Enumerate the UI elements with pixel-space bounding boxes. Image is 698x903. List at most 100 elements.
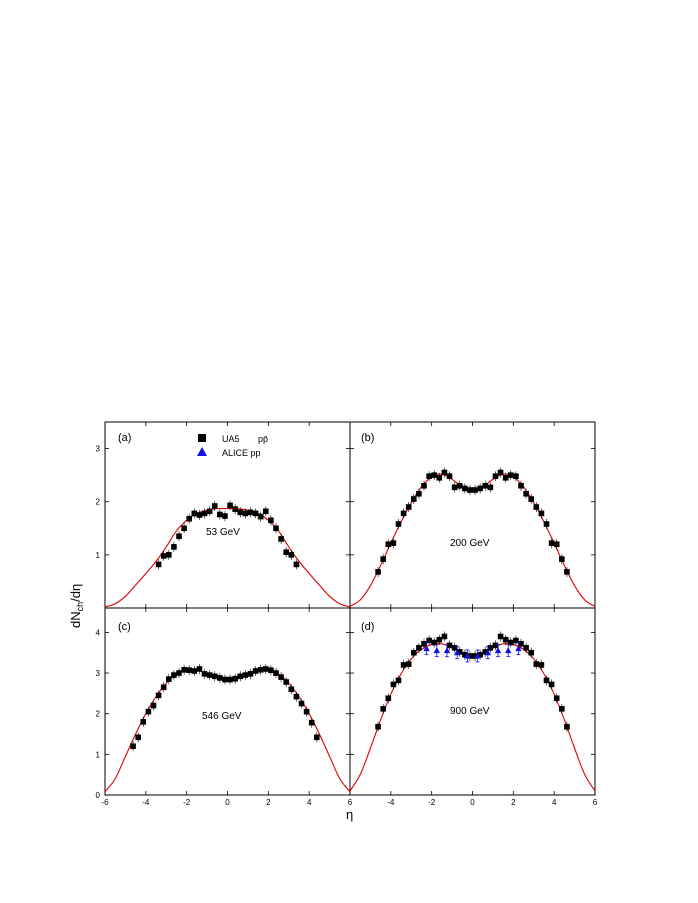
ua5-point: [390, 540, 397, 546]
panel-b: (b) 200 GeV: [349, 421, 596, 609]
ua5-point: [411, 496, 417, 502]
x-tick-label: -2: [428, 798, 436, 807]
alice-point: [443, 647, 451, 654]
x-tick-label: -4: [387, 798, 395, 807]
panel-frame: [349, 607, 596, 796]
ua5-point: [543, 677, 550, 684]
ua5-point: [288, 552, 295, 558]
panel-c-label: (c): [118, 621, 131, 633]
ua5-point: [405, 661, 412, 667]
ua5-point: [166, 676, 172, 682]
ua5-point: [293, 693, 300, 700]
ua5-point: [395, 677, 402, 684]
legend-square-marker: [198, 434, 206, 442]
ua5-point: [395, 521, 402, 527]
ua5-point: [462, 651, 468, 658]
legend-triangle-marker: [197, 447, 207, 456]
panel-c: (c) 546 GeV: [104, 607, 351, 796]
panel-frame: [104, 607, 351, 796]
ua5-point: [467, 487, 473, 493]
legend-ua5-extra: pp̄: [258, 434, 268, 444]
y-tick-label: 4: [96, 628, 101, 637]
ua5-point: [268, 667, 274, 673]
x-axis-title: η: [346, 807, 353, 822]
ua5-point: [262, 666, 269, 672]
ua5-point: [135, 734, 141, 741]
ua5-point: [160, 684, 167, 691]
ua5-point: [559, 556, 565, 562]
ua5-point: [518, 482, 524, 489]
alice-point: [474, 652, 481, 659]
ua5-point: [375, 723, 381, 730]
x-tick-label: 2: [266, 798, 271, 807]
ua5-point: [426, 637, 432, 644]
ua5-point: [186, 515, 193, 522]
ua5-point: [436, 636, 443, 643]
model-curve: [104, 507, 351, 608]
ua5-point: [564, 569, 570, 575]
panel-frame: [349, 421, 596, 609]
y-axis-title: dNch/dη: [68, 584, 85, 628]
ua5-point: [303, 708, 310, 715]
ua5-point: [472, 653, 478, 659]
ua5-point: [462, 485, 468, 492]
ua5-point: [390, 681, 397, 688]
ua5-point: [477, 651, 483, 658]
ua5-point: [451, 484, 458, 491]
ua5-point: [492, 473, 499, 480]
ua5-point: [553, 541, 560, 548]
panel-a-label: (a): [118, 432, 131, 444]
model-curve: [349, 642, 596, 792]
x-tick-label: 2: [511, 798, 516, 807]
ua5-point: [278, 674, 284, 680]
ua5-point: [380, 706, 386, 712]
ua5-point: [283, 679, 289, 685]
y-tick-label: 2: [96, 710, 101, 719]
y-tick-label: 3: [96, 669, 101, 678]
ua5-point: [268, 517, 274, 524]
ua5-point: [201, 671, 208, 677]
ua5-point: [283, 549, 289, 555]
ua5-point: [446, 473, 453, 480]
y-tick-label: 1: [96, 750, 101, 759]
ua5-point: [400, 662, 407, 668]
ua5-point: [166, 552, 172, 558]
legend-ua5-label: UA5: [222, 434, 240, 444]
ua5-point: [211, 673, 218, 680]
alice-point: [453, 649, 461, 656]
x-tick-label: 6: [348, 798, 353, 807]
x-tick-label: 4: [552, 798, 557, 807]
ua5-point: [196, 666, 203, 672]
y-tick-label: 3: [96, 445, 101, 454]
ua5-point: [497, 633, 504, 640]
ua5-point: [217, 675, 223, 681]
ua5-point: [507, 472, 514, 478]
ua5-point: [502, 636, 509, 643]
alice-point: [505, 647, 512, 654]
ua5-point: [201, 510, 208, 517]
ua5-point: [416, 490, 422, 497]
ua5-point: [456, 482, 463, 489]
ua5-point: [196, 512, 203, 518]
x-tick-label: -2: [183, 798, 191, 807]
x-tick-label: 0: [225, 798, 230, 807]
legend: UA5 pp̄ ALICE pp: [197, 434, 268, 458]
alice-point: [423, 645, 430, 652]
ua5-point: [385, 695, 392, 702]
ua5-point: [257, 513, 264, 520]
y-axis-title-sub: ch: [75, 602, 85, 612]
ua5-point: [171, 544, 177, 550]
ua5-point: [564, 723, 570, 730]
ua5-point: [222, 676, 228, 683]
ua5-point: [171, 672, 177, 678]
ua5-point: [487, 484, 494, 491]
alice-point: [494, 647, 502, 654]
ua5-point: [441, 469, 448, 476]
ua5-point: [217, 511, 223, 518]
y-axis-title-main: dN: [68, 611, 83, 628]
alice-point: [515, 645, 522, 652]
ua5-point: [232, 675, 238, 682]
ua5-point: [242, 672, 249, 678]
ua5-point: [543, 521, 550, 527]
